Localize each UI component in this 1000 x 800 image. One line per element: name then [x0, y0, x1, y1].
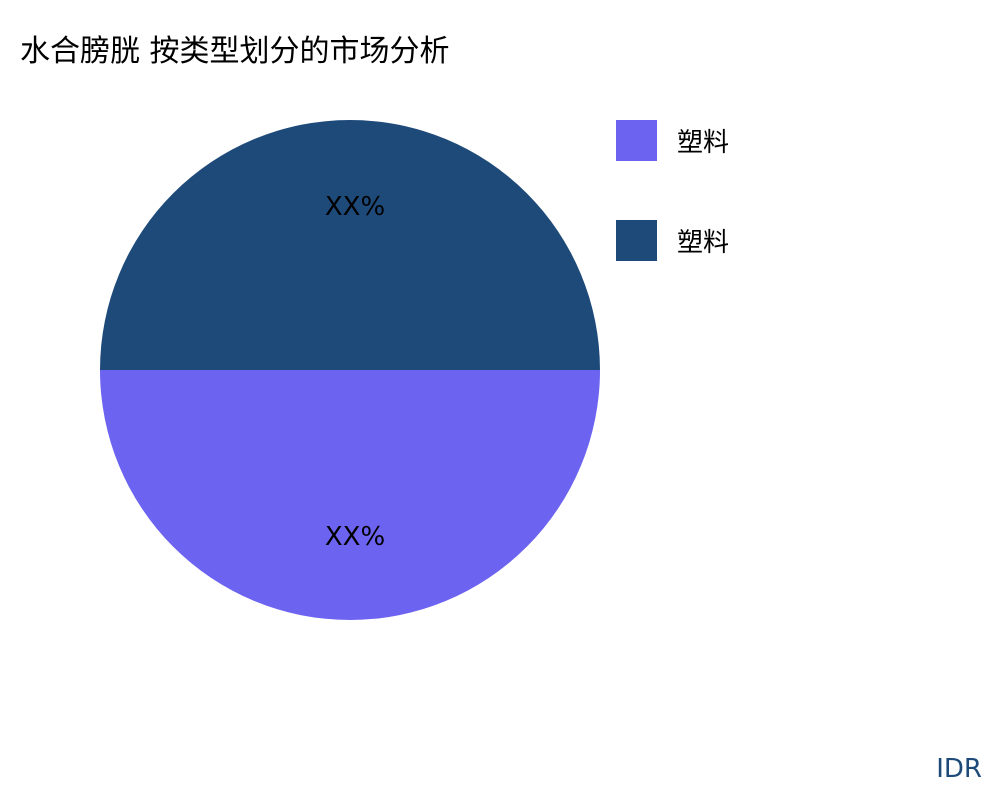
pie-slice: [100, 120, 600, 370]
slice-data-label: XX%: [325, 192, 385, 222]
legend-label: 塑料: [677, 228, 730, 258]
slice-data-label: XX%: [325, 522, 385, 552]
legend-item: 塑料: [616, 220, 729, 261]
chart-title: 水合膀胱 按类型划分的市场分析: [20, 34, 450, 69]
legend-label: 塑料: [677, 128, 730, 158]
legend-swatch: [616, 120, 657, 161]
watermark-logo: IDR: [936, 754, 982, 784]
pie-slice: [100, 370, 600, 620]
legend-item: 塑料: [616, 120, 729, 161]
legend-swatch: [616, 220, 657, 261]
